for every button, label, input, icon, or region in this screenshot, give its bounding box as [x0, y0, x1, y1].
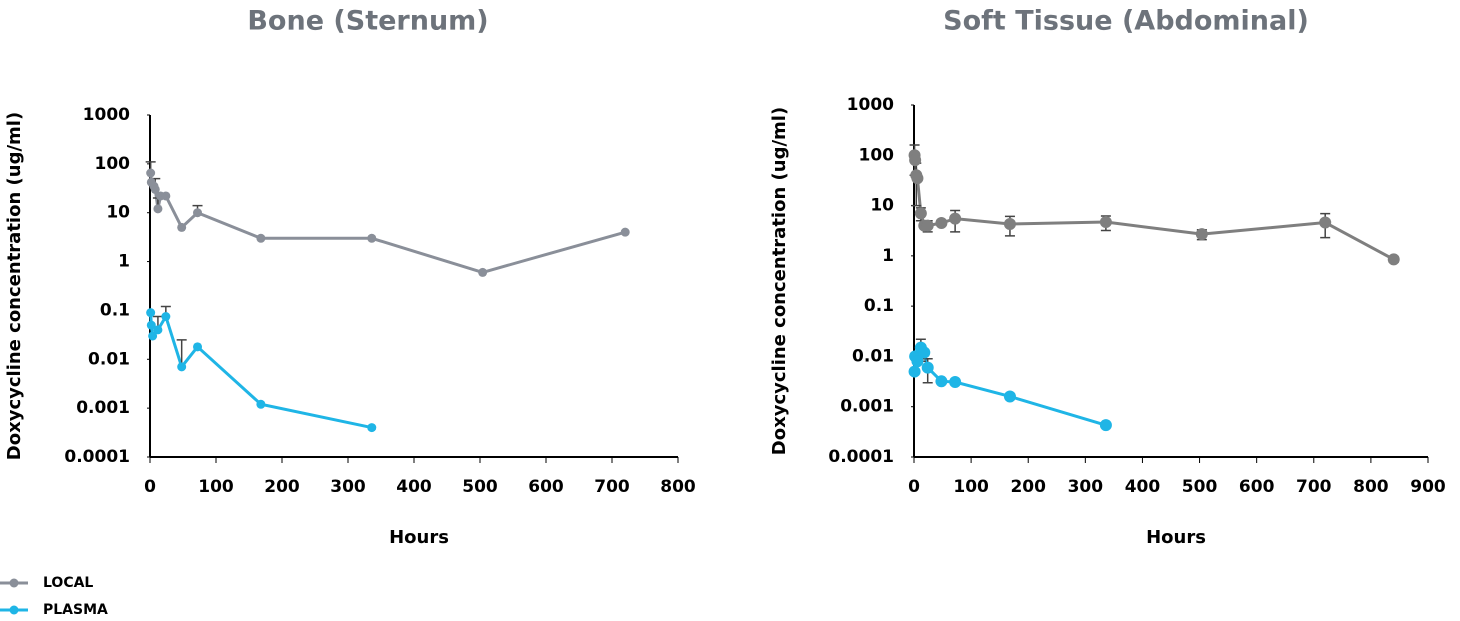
data-point: [935, 217, 948, 230]
y-tick-label: 0.0001: [64, 447, 130, 467]
data-point: [153, 204, 163, 214]
data-point: [146, 320, 156, 330]
series-line: [149, 172, 626, 274]
y-tick-label: 1000: [847, 95, 894, 115]
y-tick-label: 0.01: [852, 346, 894, 366]
data-point: [256, 233, 266, 243]
data-point: [146, 168, 156, 178]
data-point: [478, 267, 488, 277]
y-axis-title: Doxycycline concentration (ug/ml): [769, 107, 790, 455]
series-line: [913, 155, 1395, 261]
data-point: [949, 376, 962, 389]
data-point: [193, 208, 203, 218]
x-axis-title: Hours: [389, 527, 449, 548]
x-tick-label: 200: [264, 477, 300, 497]
data-point: [148, 331, 158, 341]
x-tick-label: 800: [1353, 477, 1389, 497]
data-point: [1003, 390, 1016, 403]
legend-label: PLASMA: [43, 602, 108, 618]
y-tick-label: 0.001: [840, 397, 894, 417]
data-point: [921, 361, 934, 374]
y-tick-label: 1: [118, 252, 130, 272]
y-tick-label: 10: [870, 196, 894, 216]
x-tick-label: 700: [594, 477, 630, 497]
data-point: [1195, 228, 1208, 241]
data-point: [620, 227, 630, 237]
data-point: [909, 154, 922, 167]
legend-label: LOCAL: [43, 575, 93, 591]
data-point: [1387, 253, 1400, 266]
x-tick-label: 600: [528, 477, 564, 497]
x-axis-title: Hours: [1146, 527, 1206, 548]
data-point: [935, 375, 948, 388]
x-tick-label: 400: [396, 477, 432, 497]
data-point: [1003, 218, 1016, 231]
y-tick-label: 1000: [83, 105, 130, 125]
x-tick-label: 300: [1068, 477, 1104, 497]
y-tick-label: 0.1: [100, 300, 130, 320]
x-tick-label: 300: [330, 477, 366, 497]
y-tick-label: 0.001: [76, 398, 130, 418]
x-tick-label: 800: [660, 477, 696, 497]
data-point: [911, 172, 924, 185]
error-bar: [176, 339, 187, 367]
x-tick-label: 700: [1296, 477, 1332, 497]
y-tick-label: 0.1: [864, 296, 894, 316]
data-point: [146, 308, 156, 318]
y-tick-label: 10: [106, 203, 130, 223]
y-tick-label: 0.01: [88, 349, 130, 369]
data-point: [177, 362, 187, 372]
data-point: [177, 222, 187, 232]
y-tick-label: 100: [95, 154, 131, 174]
chart-title: Soft Tissue (Abdominal): [943, 6, 1309, 37]
data-point: [1099, 419, 1112, 432]
y-tick-label: 100: [859, 145, 895, 165]
data-point: [150, 184, 160, 194]
data-point: [367, 233, 377, 243]
legend-marker: [9, 578, 19, 588]
legend-marker: [9, 605, 19, 615]
data-point: [1099, 216, 1112, 229]
x-tick-label: 400: [1125, 477, 1161, 497]
data-point: [367, 423, 377, 433]
y-axis-title: Doxycycline concentration (ug/ml): [4, 112, 25, 460]
data-point: [921, 219, 934, 232]
data-point: [949, 212, 962, 225]
x-tick-label: 0: [144, 477, 156, 497]
x-tick-label: 200: [1010, 477, 1046, 497]
data-point: [161, 191, 171, 201]
data-point: [161, 312, 171, 322]
data-point: [918, 346, 931, 359]
y-tick-label: 0.0001: [828, 447, 894, 467]
data-point: [256, 399, 266, 409]
x-tick-label: 900: [1410, 477, 1446, 497]
x-tick-label: 0: [908, 477, 920, 497]
x-tick-label: 100: [953, 477, 989, 497]
x-tick-label: 100: [198, 477, 234, 497]
data-point: [914, 207, 927, 220]
data-point: [908, 365, 921, 378]
x-tick-label: 600: [1239, 477, 1275, 497]
x-tick-label: 500: [462, 477, 498, 497]
data-point: [1319, 216, 1332, 229]
data-point: [193, 342, 203, 352]
data-point: [911, 355, 924, 368]
x-tick-label: 500: [1182, 477, 1218, 497]
chart-title: Bone (Sternum): [247, 6, 488, 37]
y-tick-label: 1: [882, 246, 894, 266]
data-point: [153, 325, 163, 335]
